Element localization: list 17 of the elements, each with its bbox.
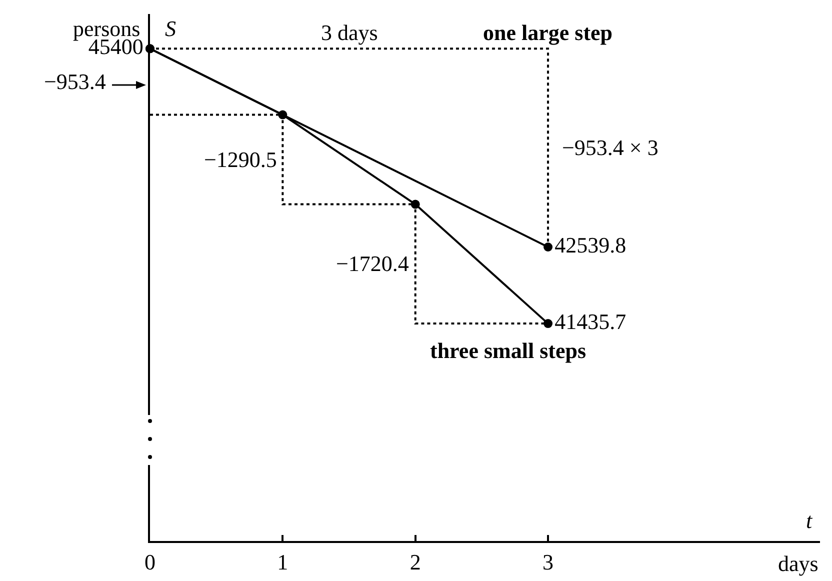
annotation: t	[806, 508, 813, 533]
x-tick-label: 1	[277, 549, 288, 574]
annotation: −1720.4	[336, 251, 409, 276]
x-tick-label: 0	[144, 549, 156, 574]
annotation: 3 days	[321, 20, 378, 45]
y-axis-title: persons	[73, 16, 140, 41]
annotation: S	[165, 16, 176, 41]
data-label: 41435.7	[554, 309, 626, 334]
x-tick-label: 2	[410, 549, 421, 574]
annotation: one large step	[483, 20, 613, 45]
text: −953.4	[44, 69, 106, 94]
annotation: three small steps	[430, 338, 586, 363]
data-label: 42539.8	[554, 232, 626, 258]
annotation: −1290.5	[204, 147, 277, 172]
x-tick-label: 3	[542, 549, 554, 574]
annotation: −953.4 × 3	[562, 135, 658, 160]
x-axis-title: days	[778, 551, 818, 576]
